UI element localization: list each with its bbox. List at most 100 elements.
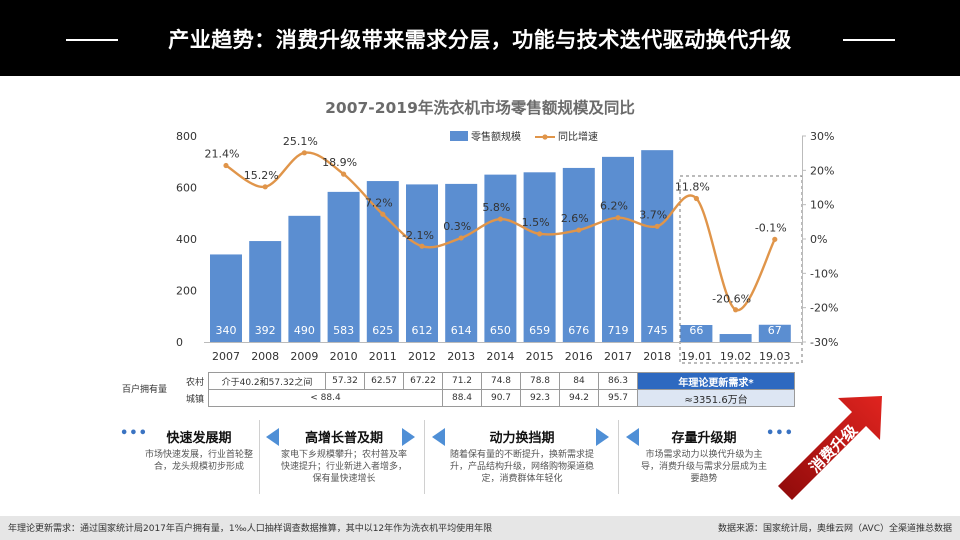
bar — [719, 334, 752, 342]
urban-label: 城镇 — [185, 394, 204, 405]
yoy-line — [225, 151, 776, 311]
yoy-value-label: 18.9% — [322, 156, 357, 169]
bar — [484, 174, 517, 342]
yoy-point — [341, 171, 347, 177]
ownership-table: 农村 介于40.2和57.32之间 57.32 62.57 67.22 71.2… — [170, 372, 795, 407]
legend-bar-label: 零售额规模 — [471, 130, 521, 143]
phase-4: 存量升级期 市场需求动力以换代升级为主导，消费升级与需求分层成为主要趋势 — [636, 424, 772, 498]
update-demand-value: ≈3351.6万台 — [637, 389, 795, 407]
urban-cell: 88.4 — [442, 389, 482, 407]
yoy-point — [497, 216, 503, 222]
yoy-value-label: 15.2% — [244, 169, 279, 182]
chart: 340 392 490 583 625 612 614 650 659 676 719 745 66 31… — [176, 130, 838, 364]
yoy-point — [458, 235, 464, 241]
x-tick-label: 2010 — [330, 350, 358, 363]
yoy-value-label: -2.1% — [402, 229, 434, 242]
urban-range-note: < 88.4 — [208, 389, 443, 407]
phase-desc: 家电下乡规模攀升；农村普及率快速提升；行业新进入者增多，保有量快速增长 — [280, 450, 407, 484]
yoy-point — [772, 236, 778, 242]
yoy-value-label: 7.2% — [365, 196, 393, 209]
rural-cell: 74.8 — [481, 372, 521, 390]
phase-title: 存量升级期 — [671, 431, 737, 446]
legend-bar-swatch — [450, 131, 468, 141]
bar — [758, 324, 791, 342]
arrow-left-icon — [266, 428, 279, 446]
highlight-box — [679, 175, 803, 364]
x-tick-label: 19.01 — [681, 350, 713, 363]
bar-value-label: 31 — [729, 324, 743, 337]
phase-desc: 市场需求动力以换代升级为主导，消费升级与需求分层成为主要趋势 — [640, 450, 767, 484]
x-tick-label: 19.02 — [720, 350, 752, 363]
x-tick-label: 2009 — [290, 350, 318, 363]
x-tick-label: 2008 — [251, 350, 279, 363]
arrow-right-icon — [402, 428, 415, 446]
urban-cell: 95.7 — [598, 389, 638, 407]
y-right-tick-label: 30% — [810, 130, 834, 143]
rural-label: 农村 — [185, 377, 204, 388]
yoy-point — [223, 162, 229, 169]
phase-separator — [259, 420, 260, 494]
yoy-value-label: 6.2% — [600, 200, 628, 213]
y-left-tick-label: 400 — [176, 233, 197, 246]
yoy-point — [733, 307, 739, 313]
yoy-point — [615, 215, 621, 221]
ownership-title: 百户拥有量 — [122, 385, 168, 395]
bar — [327, 191, 360, 342]
page-title: 产业趋势：消费升级带来需求分层，功能与技术迭代驱动换代升级 — [168, 28, 792, 52]
bar-value-label: 612 — [412, 324, 433, 337]
x-tick-label: 2017 — [604, 350, 632, 363]
y-left-tick-label: 600 — [176, 182, 197, 195]
arrow-left-icon — [432, 428, 445, 446]
yoy-point — [537, 231, 543, 237]
bar-value-label: 676 — [568, 324, 589, 337]
header-rules — [66, 39, 895, 41]
phase-desc: 市场快速发展，行业首轮整合，龙头规模初步形成 — [144, 450, 253, 472]
yoy-point — [301, 150, 307, 156]
bar — [562, 167, 595, 342]
update-demand-label: 年理论更新需求* — [637, 372, 795, 390]
chart-title: 2007-2019年洗衣机市场零售额规模及同比 — [325, 99, 635, 117]
yoy-value-label: 21.4% — [205, 148, 240, 161]
y-right-tick-label: 0% — [810, 233, 827, 246]
bar — [445, 183, 478, 342]
arrow-left-icon — [626, 428, 639, 446]
yoy-point — [419, 243, 425, 249]
phase-separator — [618, 420, 619, 494]
urban-cell: 90.7 — [481, 389, 521, 407]
bar — [249, 241, 282, 342]
bar-value-label: 392 — [255, 324, 276, 337]
rural-cell: 86.3 — [598, 372, 638, 390]
yoy-value-label: -20.6% — [712, 293, 751, 306]
phase-1: 快速发展期 市场快速发展，行业首轮整合，龙头规模初步形成 — [140, 424, 258, 498]
urban-cell: 92.3 — [520, 389, 560, 407]
y-left-tick-label: 800 — [176, 130, 197, 143]
y-right-tick-label: 20% — [810, 164, 834, 177]
yoy-value-label: 2.6% — [561, 212, 589, 225]
x-tick-label: 2013 — [447, 350, 475, 363]
bar-value-label: 625 — [372, 324, 393, 337]
bar-value-label: 583 — [333, 324, 354, 337]
footer-bar — [0, 516, 960, 540]
yoy-value-label: -0.1% — [755, 221, 787, 234]
y-left-tick-label: 200 — [176, 285, 197, 298]
bar-value-label: 745 — [647, 324, 668, 337]
yoy-point — [380, 211, 386, 217]
ellipsis-left: ••• — [120, 426, 148, 441]
urban-row: 城镇 < 88.4 88.4 90.7 92.3 94.2 95.7 ≈3351… — [170, 389, 795, 407]
yoy-point — [654, 223, 660, 229]
bar-value-label: 614 — [451, 324, 472, 337]
bar — [641, 150, 674, 342]
phase-title: 高增长普及期 — [304, 431, 383, 446]
yoy-value-label: 0.3% — [443, 220, 471, 233]
yoy-value-label: 5.8% — [482, 201, 510, 214]
x-tick-label: 2018 — [643, 350, 671, 363]
bar-value-label: 659 — [529, 324, 550, 337]
y-right-tick-label: -20% — [810, 302, 838, 315]
bar-value-label: 650 — [490, 324, 511, 337]
data-source: 数据来源：国家统计局，奥维云网（AVC）全渠道推总数据 — [717, 524, 952, 534]
header-bar: 产业趋势：消费升级带来需求分层，功能与技术迭代驱动换代升级 — [0, 0, 960, 76]
phase-2: 高增长普及期 家电下乡规模攀升；农村普及率快速提升；行业新进入者增多，保有量快速… — [276, 424, 412, 498]
legend-line-label: 同比增速 — [558, 130, 598, 143]
yoy-point — [693, 195, 700, 202]
phase-desc: 随着保有量的不断提升，换新需求提升，产品结构升级，网络购物渠道稳定，消费群体年轻… — [449, 450, 594, 484]
